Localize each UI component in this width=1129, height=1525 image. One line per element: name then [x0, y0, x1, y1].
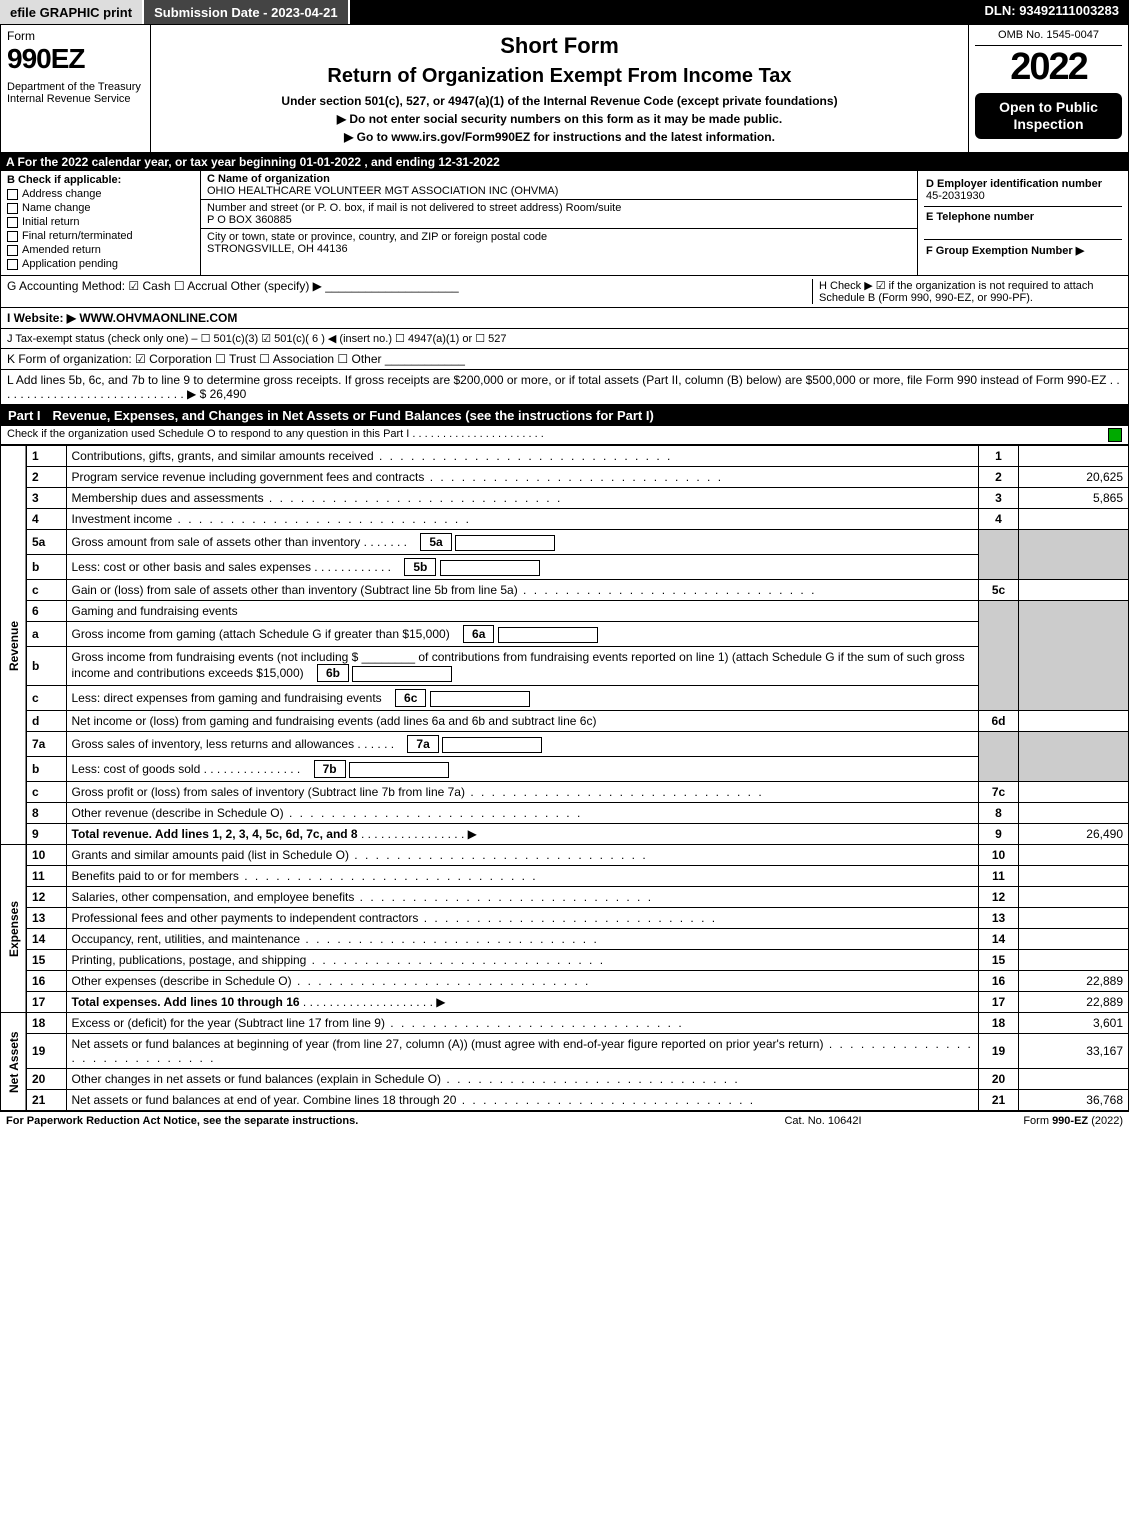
line-3-value: 5,865: [1019, 488, 1129, 509]
line-1-value: [1019, 446, 1129, 467]
line-9-value: 26,490: [1019, 824, 1129, 845]
line-4-desc: Investment income: [66, 509, 979, 530]
org-name: OHIO HEALTHCARE VOLUNTEER MGT ASSOCIATIO…: [207, 185, 558, 197]
line-16-value: 22,889: [1019, 971, 1129, 992]
check-name-change[interactable]: Name change: [7, 202, 194, 214]
form-number: 990EZ: [7, 43, 144, 75]
row-j-tax-status: J Tax-exempt status (check only one) – ☐…: [0, 329, 1129, 349]
form-word: Form: [7, 29, 144, 43]
line-21-value: 36,768: [1019, 1090, 1129, 1111]
expenses-section-label: Expenses: [1, 845, 27, 1013]
line-21-desc: Net assets or fund balances at end of ye…: [66, 1090, 979, 1111]
goto-link[interactable]: ▶ Go to www.irs.gov/Form990EZ for instru…: [159, 130, 960, 144]
line-19-value: 33,167: [1019, 1034, 1129, 1069]
tax-year: 2022: [975, 46, 1122, 89]
subtitle: Under section 501(c), 527, or 4947(a)(1)…: [159, 94, 960, 108]
schedule-o-checkbox[interactable]: [1108, 428, 1122, 442]
line-6a-desc: Gross income from gaming (attach Schedul…: [66, 622, 979, 647]
line-6d-desc: Net income or (loss) from gaming and fun…: [66, 711, 979, 732]
line-20-desc: Other changes in net assets or fund bala…: [66, 1069, 979, 1090]
line-15-desc: Printing, publications, postage, and shi…: [66, 950, 979, 971]
line-16-desc: Other expenses (describe in Schedule O): [66, 971, 979, 992]
line-5b-desc: Less: cost or other basis and sales expe…: [66, 555, 979, 580]
ssn-warning: ▶ Do not enter social security numbers o…: [159, 112, 960, 126]
address-label: Number and street (or P. O. box, if mail…: [207, 202, 621, 214]
line-8-desc: Other revenue (describe in Schedule O): [66, 803, 979, 824]
city-label: City or town, state or province, country…: [207, 231, 547, 243]
section-c-label: C Name of organization: [207, 173, 330, 185]
net-assets-section-label: Net Assets: [1, 1013, 27, 1111]
line-2-value: 20,625: [1019, 467, 1129, 488]
line-12-desc: Salaries, other compensation, and employ…: [66, 887, 979, 908]
address-value: P O BOX 360885: [207, 214, 292, 226]
line-2-desc: Program service revenue including govern…: [66, 467, 979, 488]
line-5c-desc: Gain or (loss) from sale of assets other…: [66, 580, 979, 601]
line-4-value: [1019, 509, 1129, 530]
section-d-label: D Employer identification number: [926, 178, 1102, 190]
part-1-subheader: Check if the organization used Schedule …: [0, 426, 1129, 445]
check-amended-return[interactable]: Amended return: [7, 244, 194, 256]
line-7a-desc: Gross sales of inventory, less returns a…: [66, 732, 979, 757]
row-k-org-form: K Form of organization: ☑ Corporation ☐ …: [0, 349, 1129, 370]
line-5a-desc: Gross amount from sale of assets other t…: [66, 530, 979, 555]
line-13-desc: Professional fees and other payments to …: [66, 908, 979, 929]
short-form-title: Short Form: [159, 33, 960, 59]
line-6c-desc: Less: direct expenses from gaming and fu…: [66, 686, 979, 711]
check-final-return[interactable]: Final return/terminated: [7, 230, 194, 242]
check-application-pending[interactable]: Application pending: [7, 258, 194, 270]
submission-date-tab: Submission Date - 2023-04-21: [144, 0, 350, 24]
catalog-number: Cat. No. 10642I: [723, 1115, 923, 1127]
part-1-label: Part I: [8, 408, 41, 423]
line-5c-value: [1019, 580, 1129, 601]
city-value: STRONGSVILLE, OH 44136: [207, 243, 348, 255]
row-i-website: I Website: ▶ WWW.OHVMAONLINE.COM: [0, 308, 1129, 329]
line-6d-value: [1019, 711, 1129, 732]
ein-value: 45-2031930: [926, 190, 985, 202]
dln-label: DLN: 93492111003283: [975, 0, 1129, 24]
line-14-desc: Occupancy, rent, utilities, and maintena…: [66, 929, 979, 950]
dept-label: Department of the Treasury Internal Reve…: [7, 81, 144, 105]
schedule-b-check: H Check ▶ ☑ if the organization is not r…: [812, 279, 1122, 304]
line-7c-value: [1019, 782, 1129, 803]
line-10-desc: Grants and similar amounts paid (list in…: [66, 845, 979, 866]
part-1-table: Revenue 1 Contributions, gifts, grants, …: [0, 445, 1129, 1111]
line-18-desc: Excess or (deficit) for the year (Subtra…: [66, 1013, 979, 1034]
paperwork-notice: For Paperwork Reduction Act Notice, see …: [6, 1115, 723, 1127]
line-8-value: [1019, 803, 1129, 824]
line-18-value: 3,601: [1019, 1013, 1129, 1034]
efile-tab[interactable]: efile GRAPHIC print: [0, 0, 144, 24]
check-address-change[interactable]: Address change: [7, 188, 194, 200]
part-1-title: Revenue, Expenses, and Changes in Net As…: [53, 408, 654, 423]
line-9-desc: Total revenue. Add lines 1, 2, 3, 4, 5c,…: [66, 824, 979, 845]
open-to-public-badge: Open to Public Inspection: [975, 93, 1122, 139]
section-e-label: E Telephone number: [926, 211, 1034, 223]
omb-number: OMB No. 1545-0047: [975, 29, 1122, 46]
revenue-section-label: Revenue: [1, 446, 27, 845]
row-l-gross-receipts: L Add lines 5b, 6c, and 7b to line 9 to …: [0, 370, 1129, 405]
top-bar: efile GRAPHIC print Submission Date - 20…: [0, 0, 1129, 24]
line-11-desc: Benefits paid to or for members: [66, 866, 979, 887]
part-1-header: Part I Revenue, Expenses, and Changes in…: [0, 405, 1129, 426]
line-17-desc: Total expenses. Add lines 10 through 16 …: [66, 992, 979, 1013]
accounting-method: G Accounting Method: ☑ Cash ☐ Accrual Ot…: [7, 279, 812, 304]
line-6-desc: Gaming and fundraising events: [66, 601, 979, 622]
section-b-through-f: B Check if applicable: Address change Na…: [0, 171, 1129, 276]
row-g-h: G Accounting Method: ☑ Cash ☐ Accrual Ot…: [0, 276, 1129, 308]
line-3-desc: Membership dues and assessments: [66, 488, 979, 509]
main-title: Return of Organization Exempt From Incom…: [159, 65, 960, 88]
line-1-desc: Contributions, gifts, grants, and simila…: [66, 446, 979, 467]
page-footer: For Paperwork Reduction Act Notice, see …: [0, 1111, 1129, 1130]
line-19-desc: Net assets or fund balances at beginning…: [66, 1034, 979, 1069]
row-a-tax-year: A For the 2022 calendar year, or tax yea…: [0, 153, 1129, 171]
form-ref: Form 990-EZ (2022): [923, 1115, 1123, 1127]
line-7c-desc: Gross profit or (loss) from sales of inv…: [66, 782, 979, 803]
section-f-label: F Group Exemption Number ▶: [926, 245, 1084, 257]
section-b-label: B Check if applicable:: [7, 174, 194, 186]
line-7b-desc: Less: cost of goods sold . . . . . . . .…: [66, 757, 979, 782]
check-initial-return[interactable]: Initial return: [7, 216, 194, 228]
line-6b-desc: Gross income from fundraising events (no…: [66, 647, 979, 686]
line-17-value: 22,889: [1019, 992, 1129, 1013]
form-header: Form 990EZ Department of the Treasury In…: [0, 24, 1129, 153]
